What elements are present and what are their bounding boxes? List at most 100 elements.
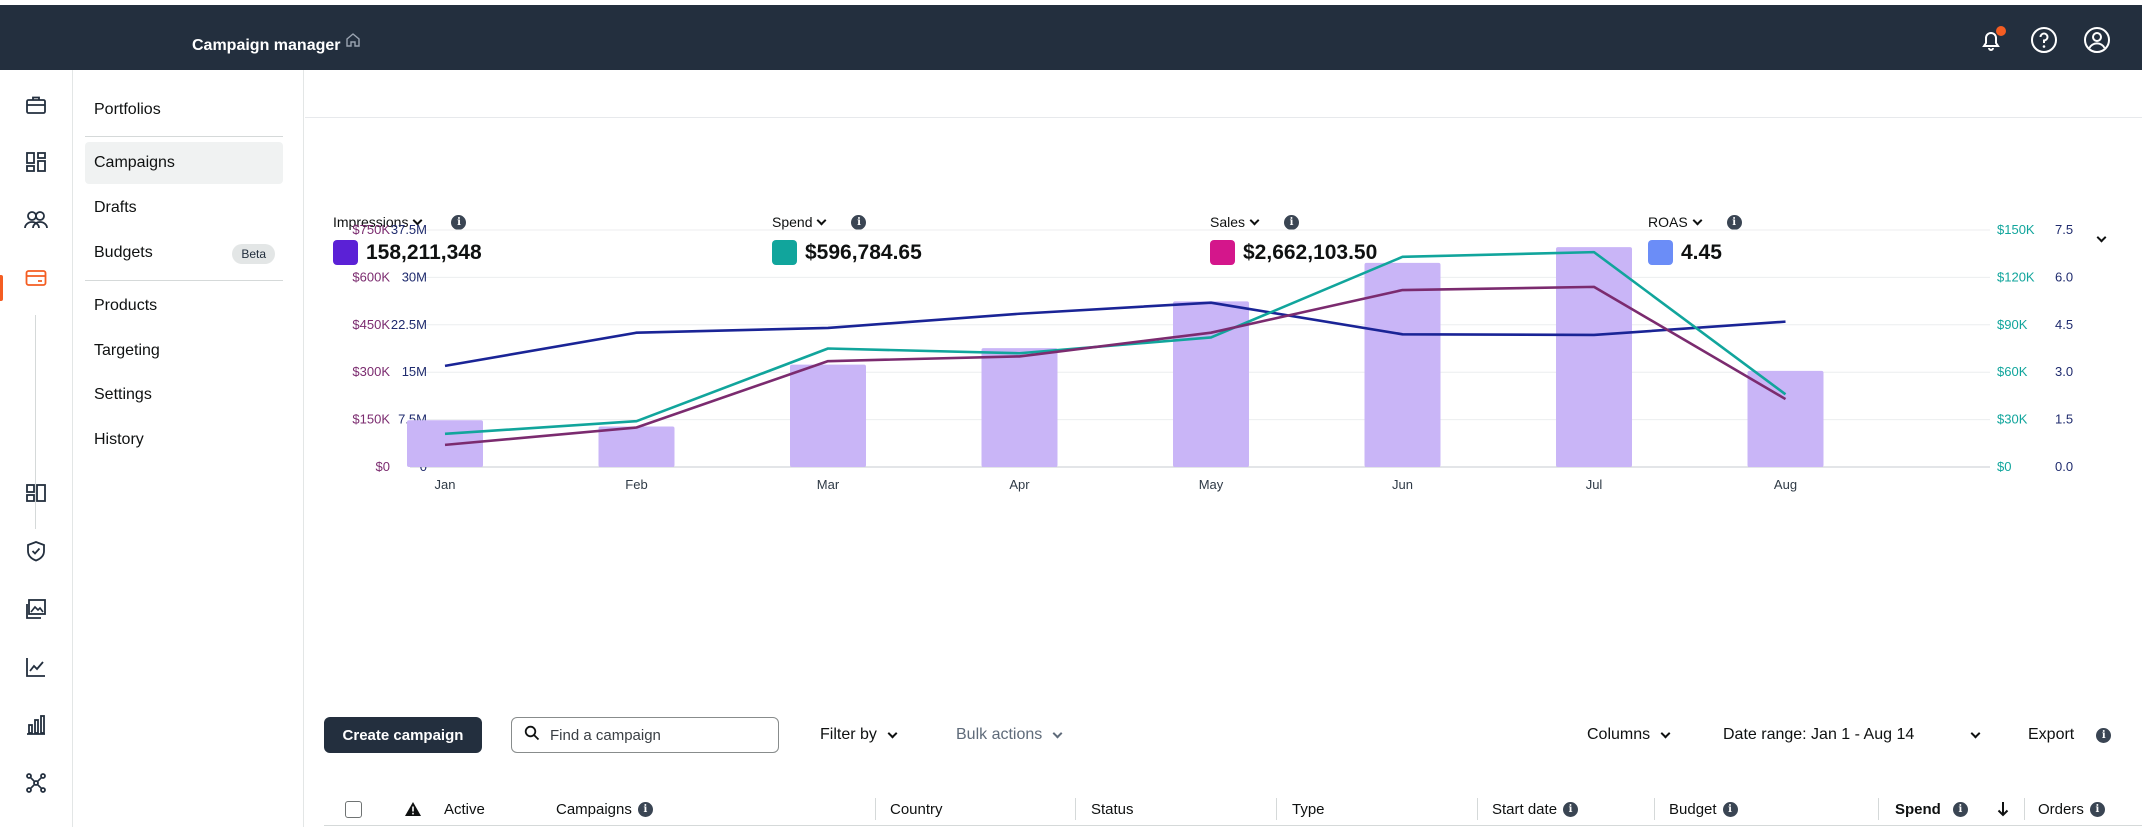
chart-line bbox=[444, 285, 1787, 447]
metric-spend[interactable]: Spend i $596,784.65 bbox=[772, 213, 922, 265]
info-icon[interactable]: i bbox=[1726, 214, 1742, 230]
bar-chart-icon[interactable] bbox=[22, 711, 50, 739]
col-orders-label: Orders bbox=[2038, 800, 2084, 818]
subnav-item-targeting[interactable]: Targeting bbox=[94, 342, 160, 359]
metric-value: $2,662,103.50 bbox=[1243, 240, 1378, 264]
chart-line bbox=[444, 301, 1786, 368]
column-divider[interactable] bbox=[875, 798, 876, 820]
col-status[interactable]: Status bbox=[1091, 800, 1134, 818]
filter-by-label: Filter by bbox=[820, 726, 877, 743]
col-type[interactable]: Type bbox=[1292, 800, 1325, 818]
col-spend[interactable]: Spend i bbox=[1895, 798, 1968, 820]
metric-label: Impressions bbox=[333, 214, 409, 230]
metric-value: 158,211,348 bbox=[366, 240, 482, 264]
chart-bar bbox=[1364, 262, 1441, 467]
col-campaigns-label: Campaigns bbox=[556, 800, 632, 818]
bulk-actions-dropdown[interactable]: Bulk actions bbox=[956, 717, 1063, 753]
subnav-item-drafts[interactable]: Drafts bbox=[94, 199, 137, 216]
subnav-item-portfolios[interactable]: Portfolios bbox=[94, 101, 161, 118]
account-icon[interactable] bbox=[2082, 25, 2112, 60]
top-bar: Campaign manager bbox=[0, 5, 2142, 70]
col-spend-label: Spend bbox=[1895, 800, 1941, 818]
axis-tick-label: 30M bbox=[402, 269, 427, 284]
columns-dropdown[interactable]: Columns bbox=[1587, 717, 1671, 753]
col-active[interactable]: Active bbox=[444, 800, 485, 818]
metric-label: Spend bbox=[772, 214, 813, 230]
axis-tick-label: $750K bbox=[352, 222, 390, 237]
col-orders[interactable]: Orders i bbox=[2038, 798, 2105, 820]
column-divider[interactable] bbox=[1075, 798, 1076, 820]
column-divider[interactable] bbox=[1654, 798, 1655, 820]
metric-swatch[interactable] bbox=[1210, 240, 1235, 265]
subnav-item-settings[interactable]: Settings bbox=[94, 386, 152, 403]
campaigns-card-icon[interactable] bbox=[22, 264, 50, 292]
axis-tick-label: $450K bbox=[352, 317, 390, 332]
metric-roas[interactable]: ROAS i 4.45 bbox=[1648, 213, 1742, 265]
axis-tick-label: 37.5M bbox=[391, 222, 427, 237]
col-country[interactable]: Country bbox=[890, 800, 943, 818]
filter-by-dropdown[interactable]: Filter by bbox=[820, 717, 898, 753]
campaign-search[interactable] bbox=[511, 717, 779, 753]
subnav-item-budgets-label: Budgets bbox=[94, 244, 153, 261]
axis-tick-label: $30K bbox=[1997, 412, 2028, 427]
search-icon bbox=[524, 725, 540, 746]
shield-icon[interactable] bbox=[22, 537, 50, 565]
bell-icon[interactable] bbox=[1976, 25, 2006, 60]
subnav-item-budgets[interactable]: Budgets Beta bbox=[85, 232, 283, 274]
metric-impressions[interactable]: Impressions i 158,211,348 bbox=[333, 213, 482, 265]
info-icon[interactable]: i bbox=[2096, 727, 2112, 743]
info-icon[interactable]: i bbox=[451, 214, 467, 230]
images-icon[interactable] bbox=[22, 595, 50, 623]
briefcase-icon[interactable] bbox=[22, 91, 50, 119]
subnav-item-history[interactable]: History bbox=[94, 431, 144, 448]
column-divider[interactable] bbox=[1878, 798, 1879, 820]
help-icon[interactable] bbox=[2029, 25, 2059, 60]
trend-icon[interactable] bbox=[22, 653, 50, 681]
sort-descending-icon[interactable] bbox=[1997, 798, 2009, 820]
search-input[interactable] bbox=[550, 726, 750, 744]
axis-tick-label: 0.0 bbox=[2055, 459, 2073, 474]
column-divider[interactable] bbox=[1276, 798, 1277, 820]
info-icon[interactable]: i bbox=[1563, 801, 1579, 817]
chart-bar bbox=[598, 426, 675, 467]
home-icon[interactable] bbox=[344, 31, 362, 54]
info-icon[interactable]: i bbox=[637, 801, 653, 817]
create-campaign-button[interactable]: Create campaign bbox=[324, 717, 482, 753]
network-icon[interactable] bbox=[22, 769, 50, 797]
select-all-checkbox[interactable] bbox=[345, 801, 362, 818]
metric-sales[interactable]: Sales i $2,662,103.50 bbox=[1210, 213, 1377, 265]
chart-bar bbox=[1173, 301, 1249, 467]
info-icon[interactable]: i bbox=[1952, 801, 1968, 817]
col-campaigns[interactable]: Campaigns i bbox=[556, 798, 653, 820]
chevron-down-icon bbox=[1970, 728, 1981, 738]
col-start-date[interactable]: Start date i bbox=[1492, 798, 1579, 820]
media-icon[interactable] bbox=[22, 479, 50, 507]
chart-bar bbox=[790, 364, 866, 467]
subnav-item-products[interactable]: Products bbox=[94, 297, 158, 314]
rail-divider bbox=[35, 315, 36, 529]
metric-swatch[interactable] bbox=[333, 240, 358, 265]
x-tick-label: Jul bbox=[1586, 477, 1603, 492]
metric-value: $596,784.65 bbox=[805, 240, 922, 264]
col-budget[interactable]: Budget i bbox=[1669, 798, 1738, 820]
export-button[interactable]: Export i bbox=[2028, 717, 2112, 753]
date-range-picker[interactable]: Date range: Jan 1 - Aug 14 bbox=[1723, 717, 1981, 753]
chart-bar bbox=[981, 348, 1058, 467]
chevron-down-icon bbox=[887, 728, 898, 738]
audiences-icon[interactable] bbox=[22, 206, 50, 234]
column-divider[interactable] bbox=[1477, 798, 1478, 820]
subnav-item-campaigns[interactable]: Campaigns bbox=[85, 142, 283, 184]
chart-bar bbox=[1747, 370, 1824, 467]
info-icon[interactable]: i bbox=[1284, 214, 1300, 230]
header-divider bbox=[305, 117, 2142, 118]
info-icon[interactable]: i bbox=[2089, 801, 2105, 817]
dashboard-icon[interactable] bbox=[22, 148, 50, 176]
subnav-divider bbox=[85, 280, 283, 281]
column-divider[interactable] bbox=[2024, 798, 2025, 820]
info-icon[interactable]: i bbox=[1722, 801, 1738, 817]
info-icon[interactable]: i bbox=[851, 214, 867, 230]
axis-tick-label: $0 bbox=[1997, 459, 2011, 474]
metric-swatch[interactable] bbox=[1648, 240, 1673, 265]
bulk-actions-label: Bulk actions bbox=[956, 726, 1043, 743]
metric-swatch[interactable] bbox=[772, 240, 797, 265]
